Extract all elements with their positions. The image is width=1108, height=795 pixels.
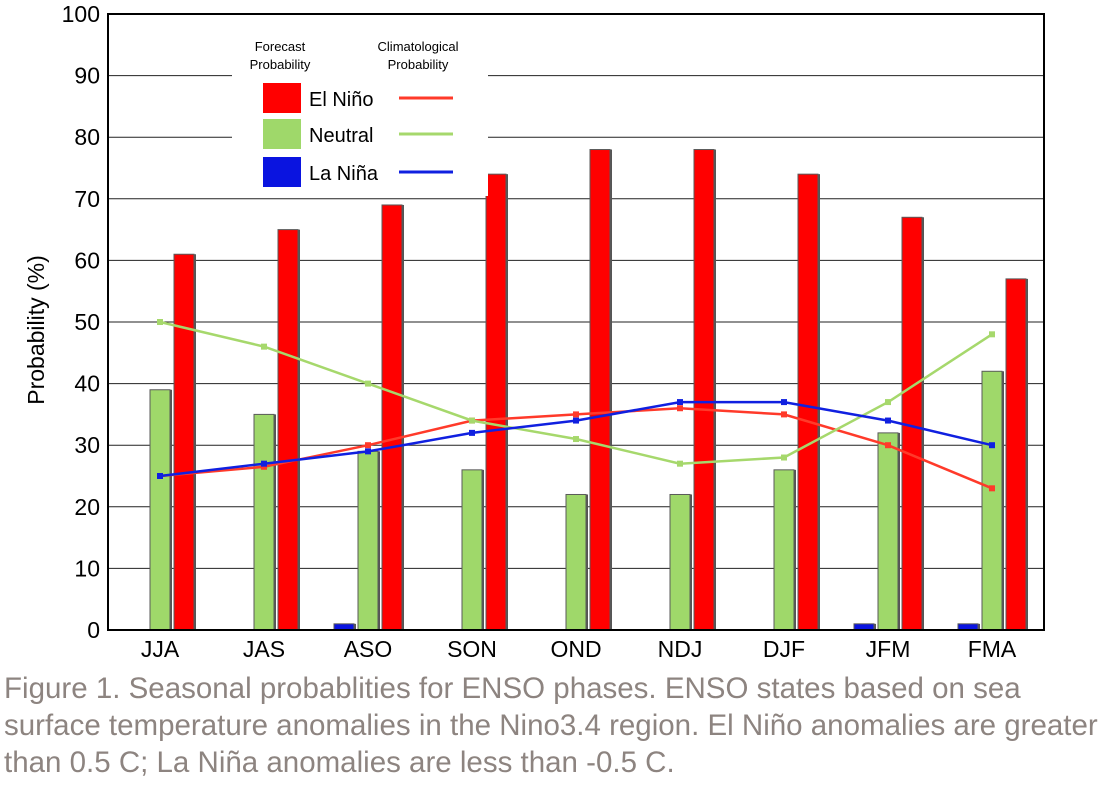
climatology-point-la-nina-jfm: [885, 417, 891, 424]
legend-header-forecast: Forecast: [255, 39, 306, 54]
y-tick-label-100: 100: [62, 1, 100, 27]
climatology-point-neutral-djf: [781, 454, 787, 461]
bar-el-nino-ndj: [693, 149, 715, 631]
climatology-point-neutral-ond: [573, 436, 579, 443]
y-axis-label: Probability (%): [23, 255, 49, 405]
climatology-point-el-nino-fma: [989, 485, 995, 492]
legend-header-climatological-line2: Probability: [388, 57, 449, 72]
axes: 0 10 20 30 40 50 60 70 80 90 100 JJA JAS ASO SON OND NDJ…: [62, 1, 1045, 662]
x-tick-label-ond: OND: [550, 636, 601, 662]
x-tick-label-aso: ASO: [344, 636, 393, 662]
legend-swatch-el-nino: [263, 83, 301, 113]
x-tick-label-djf: DJF: [763, 636, 805, 662]
legend-label-la-nina: La Niña: [309, 163, 379, 185]
legend-label-neutral: Neutral: [309, 125, 373, 147]
climatology-point-la-nina-djf: [781, 399, 787, 406]
y-tick-label-60: 60: [74, 247, 100, 273]
climatology-lines: [157, 319, 995, 492]
climatology-point-el-nino-ond: [573, 411, 579, 418]
climatology-point-la-nina-ond: [573, 417, 579, 424]
x-tick-label-fma: FMA: [968, 636, 1017, 662]
legend-label-el-nino: El Niño: [309, 89, 373, 111]
legend-swatch-la-nina: [263, 157, 301, 187]
bar-neutral-ond: [565, 493, 587, 631]
bar-neutral-jja: [149, 389, 171, 631]
y-tick-label-70: 70: [74, 186, 100, 212]
climatology-point-la-nina-jas: [261, 460, 267, 467]
climatology-point-el-nino-jfm: [885, 442, 891, 449]
climatology-point-neutral-aso: [365, 380, 371, 387]
climatology-point-el-nino-jas: [261, 463, 267, 470]
climatology-point-neutral-son: [469, 417, 475, 424]
y-tick-label-10: 10: [74, 555, 100, 581]
bar-neutral-djf: [773, 469, 795, 631]
climatology-point-neutral-jfm: [885, 399, 891, 406]
climatology-point-el-nino-djf: [781, 411, 787, 418]
y-tick-label-90: 90: [74, 63, 100, 89]
climatology-point-neutral-ndj: [677, 460, 683, 467]
climatology-point-neutral-jja: [157, 319, 163, 325]
bar-el-nino-son: [485, 173, 507, 631]
bar-el-nino-djf: [797, 173, 819, 631]
bar-neutral-ndj: [669, 493, 691, 631]
bar-neutral-jas: [253, 413, 275, 631]
climatology-point-la-nina-fma: [989, 442, 995, 449]
bar-el-nino-jja: [173, 253, 195, 631]
bar-neutral-fma: [981, 370, 1003, 631]
legend-swatch-neutral: [263, 119, 301, 149]
y-tick-label-50: 50: [74, 309, 100, 335]
climatology-point-la-nina-jja: [157, 473, 163, 479]
plot-frame: [107, 13, 1045, 631]
y-tick-label-40: 40: [74, 371, 100, 397]
climatology-point-el-nino-aso: [365, 442, 371, 449]
bar-neutral-son: [461, 469, 483, 631]
bars: [149, 149, 1028, 631]
legend-header-forecast-line2: Probability: [250, 57, 311, 72]
legend-header-climatological: Climatological: [378, 39, 459, 54]
climatology-point-la-nina-ndj: [677, 399, 683, 406]
climatology-point-el-nino-ndj: [677, 405, 683, 412]
figure-caption: Figure 1. Seasonal probablities for ENSO…: [4, 672, 1098, 779]
y-tick-label-80: 80: [74, 124, 100, 150]
bar-el-nino-fma: [1005, 278, 1027, 631]
y-tick-label-0: 0: [87, 617, 100, 643]
bar-el-nino-jas: [277, 229, 299, 631]
bar-el-nino-ond: [589, 149, 611, 631]
x-tick-label-ndj: NDJ: [658, 636, 703, 662]
climatology-point-la-nina-son: [469, 429, 475, 436]
y-tick-label-20: 20: [74, 494, 100, 520]
bar-neutral-aso: [357, 450, 379, 631]
bar-neutral-jfm: [877, 432, 899, 631]
climatology-point-la-nina-aso: [365, 448, 371, 455]
x-tick-label-jfm: JFM: [866, 636, 911, 662]
x-tick-label-son: SON: [447, 636, 497, 662]
legend: Forecast Probability Climatological Probabi…: [232, 39, 488, 196]
y-tick-label-30: 30: [74, 432, 100, 458]
climatology-point-neutral-jas: [261, 343, 267, 350]
climatology-point-neutral-fma: [989, 331, 995, 338]
x-tick-label-jja: JJA: [141, 636, 180, 662]
x-tick-label-jas: JAS: [243, 636, 285, 662]
bar-el-nino-aso: [381, 204, 403, 631]
